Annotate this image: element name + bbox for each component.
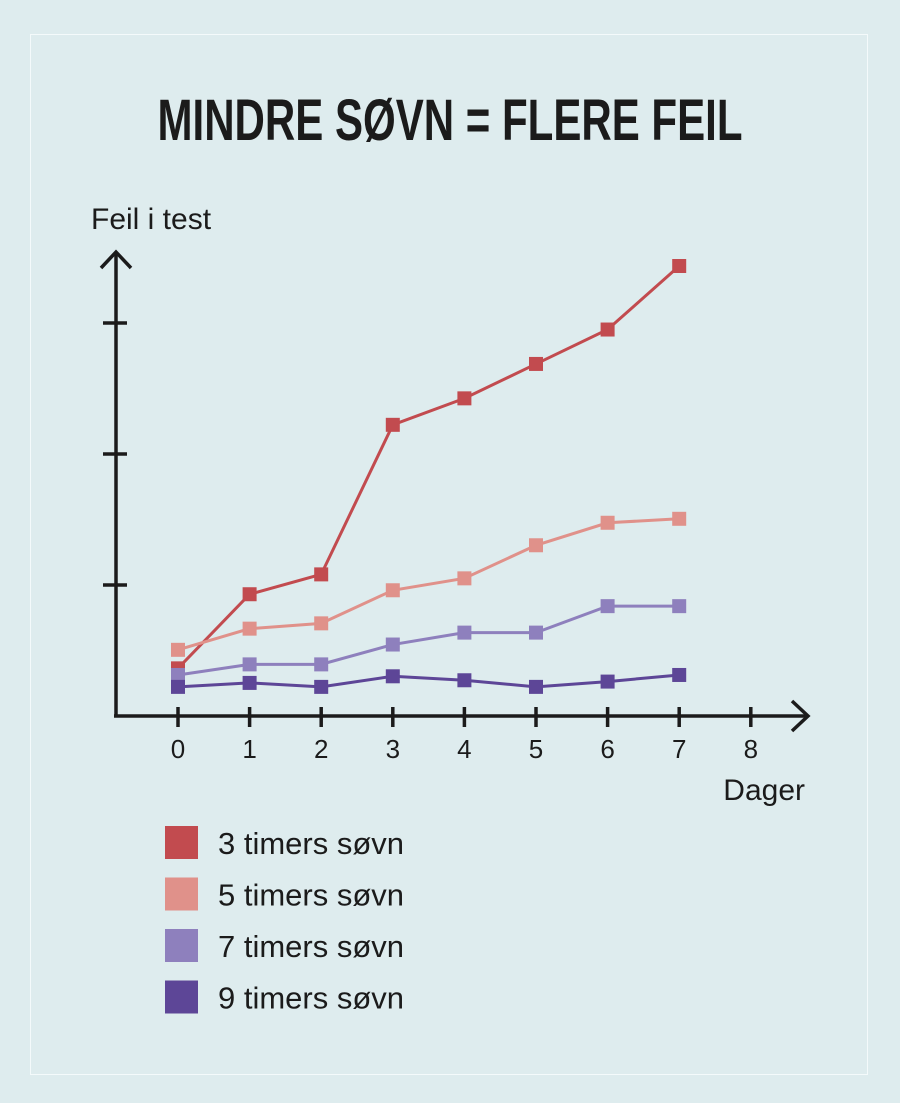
- series-group: [171, 259, 687, 694]
- data-point: [672, 511, 687, 526]
- data-point: [314, 679, 329, 694]
- data-point: [600, 674, 615, 689]
- data-point: [385, 583, 400, 598]
- data-point: [672, 259, 687, 273]
- legend: 3 timers søvn 5 timers søvn 7 timers søvn 9…: [165, 826, 404, 1016]
- x-tick-label: 8: [744, 734, 758, 764]
- data-point: [529, 538, 543, 553]
- data-point: [600, 599, 615, 614]
- data-point: [242, 621, 257, 636]
- x-axis-label: Dager: [723, 774, 805, 807]
- data-point: [314, 657, 329, 672]
- data-point: [529, 356, 543, 371]
- ticks: 0 1 2 3 4 5 6 7 8: [103, 321, 758, 764]
- data-point: [242, 657, 257, 672]
- legend-label: 5 timers søvn: [218, 878, 404, 913]
- series-line: [176, 264, 681, 670]
- data-point: [672, 599, 687, 614]
- legend-swatch: [165, 826, 198, 859]
- legend-swatch: [165, 877, 198, 911]
- data-point: [171, 679, 185, 694]
- series-line: [177, 673, 680, 689]
- x-tick-label: 6: [600, 734, 614, 764]
- legend-label: 7 timers søvn: [218, 929, 404, 964]
- chart-frame: [30, 34, 868, 1075]
- data-point: [242, 675, 257, 690]
- legend-swatch: [165, 929, 198, 962]
- x-tick-label: 3: [386, 734, 400, 764]
- axes: [99, 249, 811, 733]
- data-point: [385, 669, 400, 684]
- data-point: [242, 587, 257, 602]
- y-axis-arrow: [99, 249, 133, 270]
- legend-label: 3 timers søvn: [218, 826, 404, 861]
- legend-swatch: [165, 980, 198, 1014]
- data-point: [529, 679, 543, 694]
- data-point: [529, 625, 543, 640]
- x-axis-arrow: [790, 699, 811, 733]
- x-tick-label: 7: [672, 734, 686, 764]
- x-tick-label: 2: [314, 734, 328, 764]
- data-point: [385, 637, 400, 652]
- legend-label: 9 timers søvn: [218, 981, 404, 1016]
- y-axis-label: Feil i test: [91, 203, 212, 236]
- data-point: [672, 667, 687, 682]
- data-point: [457, 391, 472, 406]
- data-point: [314, 567, 329, 582]
- chart-title: MINDRE SØVN = FLERE FEIL: [158, 88, 743, 153]
- x-tick-label: 0: [171, 734, 185, 764]
- x-tick-label: 4: [457, 734, 471, 764]
- x-tick-label: 1: [242, 734, 256, 764]
- data-point: [314, 616, 329, 631]
- data-point: [600, 515, 615, 530]
- x-tick-label: 5: [529, 734, 543, 764]
- data-point: [457, 625, 472, 640]
- data-point: [385, 417, 400, 432]
- data-point: [457, 571, 472, 586]
- series-line: [177, 604, 680, 677]
- data-point: [457, 673, 472, 688]
- data-point: [600, 322, 615, 337]
- data-point: [171, 667, 185, 682]
- data-point: [171, 642, 185, 657]
- series-line: [177, 517, 680, 652]
